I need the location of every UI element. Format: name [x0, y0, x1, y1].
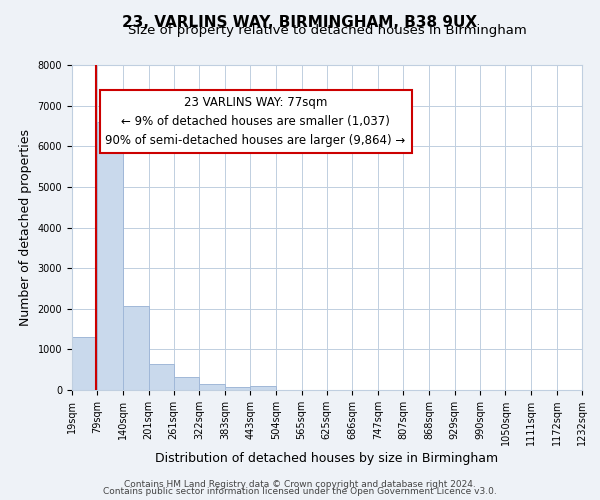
Bar	[225, 387, 250, 390]
Bar	[123, 306, 149, 390]
Y-axis label: Number of detached properties: Number of detached properties	[19, 129, 32, 326]
Text: Contains HM Land Registry data © Crown copyright and database right 2024.: Contains HM Land Registry data © Crown c…	[124, 480, 476, 489]
Bar	[250, 386, 276, 390]
Bar	[72, 337, 98, 390]
Bar	[97, 122, 123, 390]
Text: 23 VARLINS WAY: 77sqm
← 9% of detached houses are smaller (1,037)
90% of semi-de: 23 VARLINS WAY: 77sqm ← 9% of detached h…	[106, 96, 406, 147]
Bar	[149, 364, 174, 390]
Bar	[174, 378, 199, 390]
Text: Contains public sector information licensed under the Open Government Licence v3: Contains public sector information licen…	[103, 487, 497, 496]
Title: Size of property relative to detached houses in Birmingham: Size of property relative to detached ho…	[128, 24, 526, 38]
X-axis label: Distribution of detached houses by size in Birmingham: Distribution of detached houses by size …	[155, 452, 499, 465]
Bar	[199, 384, 225, 390]
Text: 23, VARLINS WAY, BIRMINGHAM, B38 9UX: 23, VARLINS WAY, BIRMINGHAM, B38 9UX	[122, 15, 478, 30]
